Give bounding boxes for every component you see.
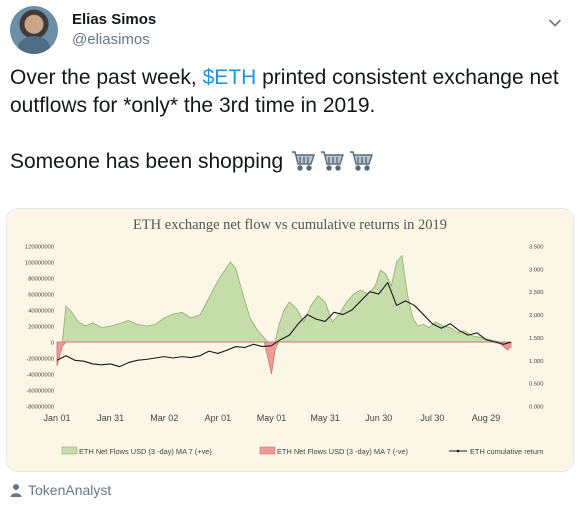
cashtag-link[interactable]: $ETH	[202, 66, 257, 89]
y-right-tick-label: 0.000	[529, 405, 544, 411]
negative-flow-area	[56, 341, 512, 375]
y-right-tick-label: 0.500	[529, 382, 544, 388]
chart-image-card[interactable]: ETH exchange net flow vs cumulative retu…	[6, 208, 574, 472]
y-left-tick-label: 60000000	[28, 293, 54, 299]
y-left-axis: 120000000 100000000 80000000 60000000 400000…	[25, 245, 54, 411]
x-tick-label: Aug 29	[472, 413, 501, 423]
x-axis: Jan 01 Jan 31 Mar 02 Apr 01 May 01 May 31 Jun …	[43, 413, 500, 423]
author-handle[interactable]: @eliasimos	[72, 31, 150, 48]
y-right-tick-label: 3.000	[529, 267, 544, 273]
legend-label: ETH cumulative return	[470, 447, 544, 456]
y-right-tick-label: 1.000	[529, 359, 544, 365]
net-flow-chart: ETH exchange net flow vs cumulative retu…	[7, 209, 573, 471]
x-tick-label: May 01	[257, 413, 287, 423]
x-tick-label: Jan 01	[43, 413, 70, 423]
y-left-tick-label: 40000000	[28, 309, 54, 315]
media-source[interactable]: TokenAnalyst	[10, 482, 111, 498]
x-tick-label: Apr 01	[205, 413, 232, 423]
chart-lines	[56, 282, 512, 368]
x-tick-label: Mar 02	[150, 413, 178, 423]
cumulative-return-line	[56, 282, 512, 368]
tweet-text: Over the past week, $ETH printed consist…	[10, 64, 570, 181]
tweet-paragraph-2: Someone has been shopping	[10, 148, 570, 181]
shopping-cart-emoji-group	[291, 149, 375, 181]
author-name[interactable]: Elias Simos	[72, 11, 157, 28]
x-tick-label: Jul 30	[420, 413, 444, 423]
y-left-tick-label: -20000000	[26, 357, 54, 363]
legend-swatch-marker	[456, 449, 460, 453]
tweet-paragraph-1: Over the past week, $ETH printed consist…	[10, 64, 570, 120]
legend-label: ETH Net Flows USD (3 -day) MA 7 (+ve)	[79, 447, 212, 456]
avatar[interactable]	[10, 6, 58, 54]
chevron-down-icon[interactable]	[548, 16, 562, 30]
y-left-tick-label: 80000000	[28, 277, 54, 283]
y-left-tick-label: -40000000	[26, 373, 54, 379]
tweet-header: Elias Simos @eliasimos	[10, 6, 570, 56]
y-left-tick-label: -80000000	[26, 405, 54, 411]
media-source-label: TokenAnalyst	[28, 482, 112, 498]
y-left-tick-label: 20000000	[28, 325, 54, 331]
y-right-tick-label: 3.500	[529, 245, 544, 251]
shopping-cart-icon	[292, 151, 373, 171]
chart-title: ETH exchange net flow vs cumulative retu…	[133, 217, 447, 233]
person-icon	[10, 484, 22, 497]
tweet-text-part: Over the past week,	[10, 66, 203, 89]
x-tick-label: May 31	[310, 413, 340, 423]
y-right-tick-label: 2.000	[529, 313, 544, 319]
x-tick-label: Jan 31	[97, 413, 124, 423]
x-tick-label: Jun 30	[365, 413, 392, 423]
legend-swatch	[259, 446, 276, 455]
y-right-tick-label: 2.500	[529, 290, 544, 296]
legend-swatch	[61, 446, 78, 455]
y-left-tick-label: -60000000	[26, 389, 54, 395]
tweet-text-part: printed consistent exchange net outflows…	[10, 66, 559, 117]
legend-label: ETH Net Flows USD (3 -day) MA 7 (-ve)	[277, 447, 408, 456]
y-right-tick-label: 1.500	[529, 336, 544, 342]
y-right-axis: 3.500 3.000 2.500 2.000 1.500 1.000 0.500 0.000	[529, 245, 544, 411]
tweet-text-part: Someone has been shopping	[10, 150, 284, 173]
y-left-tick-label: 120000000	[25, 245, 54, 251]
y-left-tick-label: 100000000	[25, 261, 54, 267]
chart-legend: ETH Net Flows USD (3 -day) MA 7 (+ve) ETH…	[61, 446, 544, 456]
y-left-tick-label: 0	[51, 341, 54, 347]
